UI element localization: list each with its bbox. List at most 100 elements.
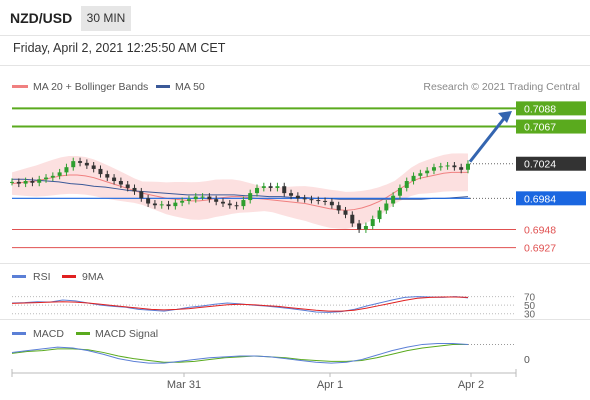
candle-body (391, 195, 396, 204)
currency-pair-title: NZD/USD (10, 10, 73, 26)
candle-body (227, 203, 232, 206)
candle-body (418, 173, 423, 176)
candle-body (159, 204, 164, 206)
candle-body (166, 204, 171, 207)
candle-body (295, 195, 300, 199)
timeframe-button[interactable]: 30 MIN (81, 6, 131, 31)
candle-body (112, 177, 117, 182)
candle-body (214, 199, 219, 202)
current-price-label: 0.7024 (524, 159, 556, 171)
candle-body (152, 203, 157, 206)
time-axis: Mar 31 Apr 1 Apr 2 (11, 369, 517, 391)
candle-body (268, 186, 273, 188)
target-level-label: 0.7088 (524, 103, 556, 115)
candle-body (445, 165, 450, 167)
candle-body (57, 172, 62, 176)
macd-legend-label: MACD (33, 328, 64, 340)
rsi-legend-swatch (12, 275, 26, 278)
candle-body (220, 201, 225, 204)
target-level-tag (516, 119, 586, 134)
candle-body (255, 187, 260, 194)
rsi-ma-legend-label: 9MA (82, 271, 104, 283)
x-axis-tick-label: Apr 2 (458, 379, 484, 391)
candle-body (50, 175, 55, 178)
candle-body (186, 199, 191, 201)
candle-body (64, 167, 69, 173)
candle-body (78, 161, 83, 163)
candle-body (16, 181, 21, 184)
chart-datetime: Friday, April 2, 2021 12:25:50 AM CET (13, 41, 226, 55)
candle-body (466, 163, 470, 170)
candle-body (336, 205, 341, 211)
bollinger-band-area (12, 153, 468, 229)
chart-header: NZD/USD 30 MIN (0, 0, 590, 36)
candle-body (139, 191, 144, 199)
stop-level-label: 0.6927 (524, 243, 556, 255)
target-level-tag (516, 101, 586, 116)
candle-body (98, 168, 103, 175)
candle-body (370, 219, 375, 226)
ma20-legend-label: MA 20 + Bollinger Bands (33, 81, 148, 93)
candle-body (125, 184, 130, 188)
candle-body (282, 186, 287, 194)
current-price-tag (516, 156, 586, 171)
candle-body (91, 165, 96, 169)
candle-body (132, 187, 137, 192)
candle-body (289, 193, 294, 196)
header-divider (0, 35, 590, 36)
candle-body (329, 201, 334, 206)
candle-body (37, 179, 42, 183)
candle-body (384, 203, 389, 211)
target-level-label: 0.7067 (524, 122, 556, 134)
macd-line (11, 343, 469, 364)
candle-body (357, 223, 362, 230)
candle-body (411, 175, 416, 182)
forecast-arrow-shaft (468, 115, 508, 163)
candle-body (323, 200, 328, 202)
candle-body (275, 186, 280, 188)
candle-body (459, 167, 464, 170)
candle-body (377, 210, 382, 220)
rsi-legend-label: RSI (33, 271, 51, 283)
source-credit: Research © 2021 Trading Central (423, 81, 580, 93)
candle-body (316, 200, 321, 202)
candle-body (397, 187, 402, 196)
candle-body (438, 166, 443, 168)
candle-body (261, 186, 266, 188)
x-axis-tick-label: Apr 1 (317, 379, 343, 391)
candle-body (173, 202, 178, 207)
forecast-arrow (468, 110, 512, 163)
rsi-panel-divider (0, 319, 590, 320)
candle-body (404, 181, 409, 188)
date-divider (0, 65, 590, 66)
macd-signal-legend-label: MACD Signal (95, 328, 158, 340)
candle-body (425, 170, 430, 174)
rsi-level-label: 30 (524, 310, 536, 321)
price-series (10, 157, 470, 233)
candle-body (146, 198, 151, 204)
macd-zero-label: 0 (524, 354, 530, 366)
ma20-line (11, 171, 468, 211)
candle-body (10, 181, 14, 183)
price-panel-divider (0, 263, 590, 264)
candle-body (23, 181, 28, 184)
ma50-legend-swatch (156, 85, 170, 88)
macd-legend-swatch (12, 332, 26, 335)
candle-body (30, 181, 35, 183)
rsi-level-label: 70 (524, 293, 536, 304)
candle-body (193, 196, 198, 200)
forecast-arrow-head (498, 110, 512, 123)
rsi-level-label: 50 (524, 301, 536, 312)
rsi-ma-legend-swatch (62, 275, 76, 278)
candle-body (44, 177, 49, 180)
candle-body (234, 205, 239, 207)
support-level-label: 0.6984 (524, 193, 556, 205)
x-axis-tick-label: Mar 31 (167, 379, 201, 391)
candle-body (105, 174, 110, 178)
macd-indicator (11, 343, 516, 364)
macd-signal-legend-swatch (76, 332, 90, 335)
candle-body (207, 196, 212, 200)
candle-body (350, 214, 355, 224)
candle-body (431, 167, 436, 171)
